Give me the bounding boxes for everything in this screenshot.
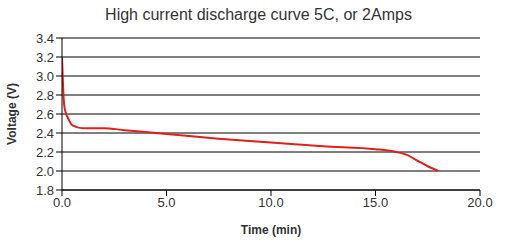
svg-text:2.8: 2.8 <box>36 88 54 103</box>
svg-text:10.0: 10.0 <box>258 195 283 210</box>
svg-text:15.0: 15.0 <box>363 195 388 210</box>
svg-text:20.0: 20.0 <box>467 195 492 210</box>
svg-text:Time (min): Time (min) <box>241 223 301 237</box>
html-text:High current discharge curve 5: High current discharge curve 5C, or 2Amp… <box>105 6 412 23</box>
svg-text:3.0: 3.0 <box>36 69 54 84</box>
svg-text:3.4: 3.4 <box>36 31 54 46</box>
svg-text:2.2: 2.2 <box>36 145 54 160</box>
svg-text:3.2: 3.2 <box>36 50 54 65</box>
svg-text:2.6: 2.6 <box>36 107 54 122</box>
svg-text:2.4: 2.4 <box>36 126 54 141</box>
svg-text:0.0: 0.0 <box>53 195 71 210</box>
svg-text:1.8: 1.8 <box>36 183 54 198</box>
svg-text:2.0: 2.0 <box>36 164 54 179</box>
svg-text:5.0: 5.0 <box>157 195 175 210</box>
svg-text:Voltage (V): Voltage (V) <box>8 83 19 145</box>
